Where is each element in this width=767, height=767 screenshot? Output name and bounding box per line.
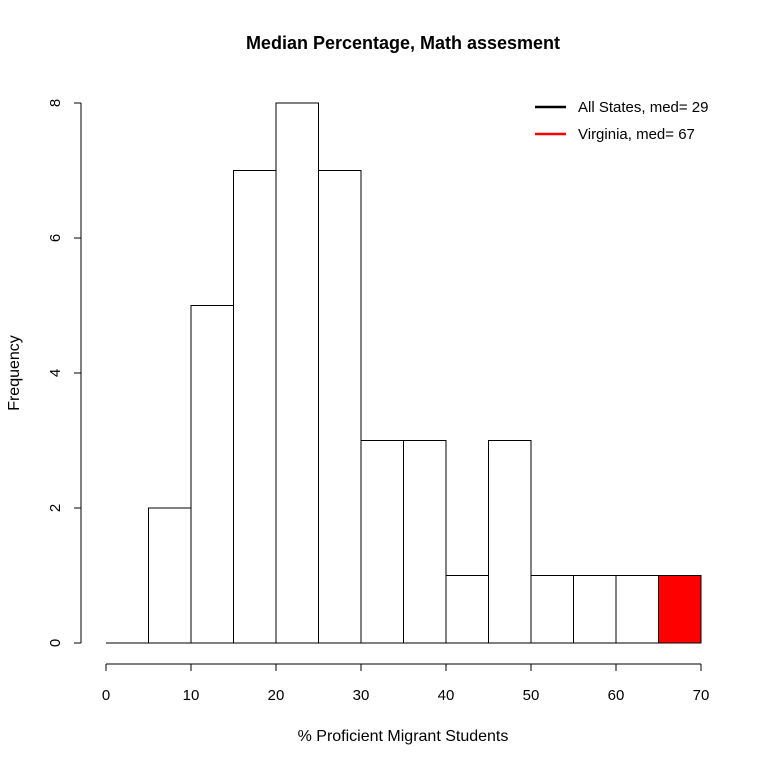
histogram-bar bbox=[530, 575, 574, 644]
histogram-bar bbox=[190, 305, 234, 644]
histogram-bar bbox=[318, 170, 362, 644]
y-tick-label: 2 bbox=[47, 504, 64, 512]
x-tick-label: 70 bbox=[693, 687, 710, 704]
legend-label: Virginia, med= 67 bbox=[578, 126, 695, 143]
x-tick-label: 40 bbox=[438, 687, 455, 704]
x-tick-label: 10 bbox=[183, 687, 200, 704]
y-axis: 0 2 4 6 8 bbox=[47, 99, 82, 647]
histogram-bar bbox=[403, 440, 447, 644]
x-axis-label: % Proficient Migrant Students bbox=[298, 728, 509, 745]
histogram-bar-highlight bbox=[658, 575, 702, 644]
y-tick-label: 0 bbox=[47, 639, 64, 647]
x-tick-label: 60 bbox=[608, 687, 625, 704]
histogram-bar bbox=[233, 170, 277, 644]
histogram-bar bbox=[573, 575, 617, 644]
y-tick-label: 6 bbox=[47, 234, 64, 242]
histogram-bar bbox=[148, 507, 192, 644]
x-tick-label: 30 bbox=[353, 687, 370, 704]
histogram-bar bbox=[360, 440, 404, 644]
y-tick-label: 8 bbox=[47, 99, 64, 107]
legend-label: All States, med= 29 bbox=[578, 99, 709, 116]
bars-group bbox=[106, 102, 702, 644]
x-tick-label: 20 bbox=[268, 687, 285, 704]
y-tick-label: 4 bbox=[47, 369, 64, 377]
histogram-bar bbox=[488, 440, 532, 644]
y-axis-label: Frequency bbox=[6, 335, 23, 411]
chart-title: Median Percentage, Math assesment bbox=[246, 33, 560, 53]
x-tick-label: 0 bbox=[102, 687, 110, 704]
x-tick-label: 50 bbox=[523, 687, 540, 704]
histogram-bar bbox=[445, 575, 489, 644]
legend: All States, med= 29 Virginia, med= 67 bbox=[535, 99, 709, 143]
histogram-bar bbox=[615, 575, 659, 644]
x-axis: 0 10 20 30 40 50 60 70 bbox=[102, 663, 710, 704]
histogram-bar bbox=[275, 102, 319, 644]
